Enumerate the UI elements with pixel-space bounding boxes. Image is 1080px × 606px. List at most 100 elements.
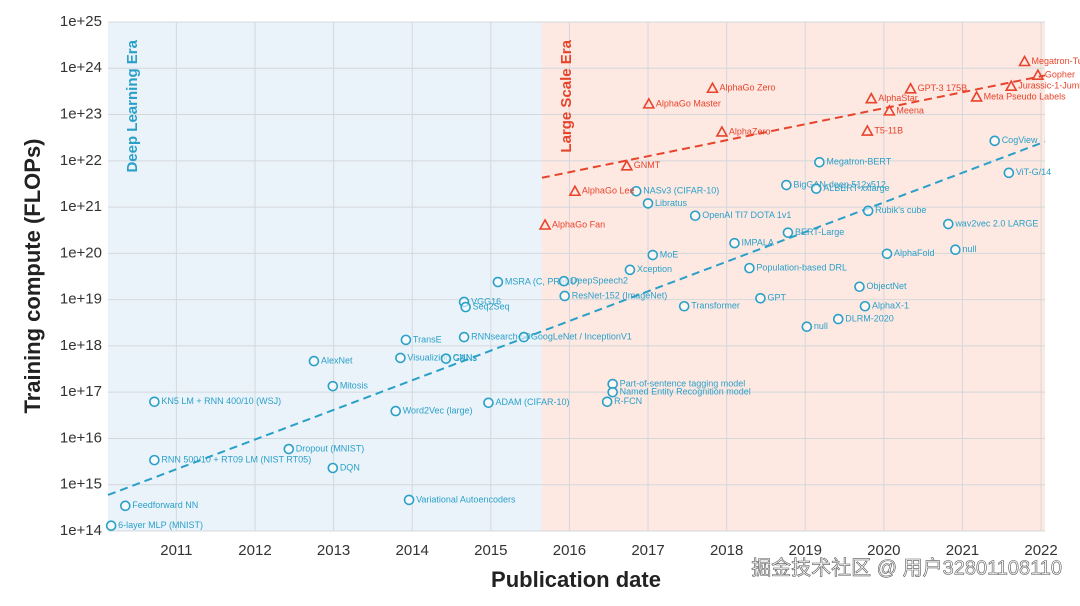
data-point [327, 462, 339, 474]
point-label: T5-11B [874, 125, 903, 135]
era-region [108, 22, 542, 531]
point-label: AlphaStar [878, 93, 918, 103]
data-point [403, 494, 415, 506]
data-point [854, 281, 865, 293]
x-tick-label: 2013 [317, 542, 350, 559]
watermark: 掘金技术社区 @ 用户32801108110 [751, 556, 1062, 579]
point-label: RNNsearch-50* [471, 331, 535, 341]
data-point [729, 237, 740, 249]
data-point [689, 210, 701, 222]
x-tick-label: 2020 [867, 542, 900, 559]
data-point [706, 81, 719, 94]
point-label: Seq2Seq [473, 301, 510, 311]
data-point [744, 262, 755, 274]
y-tick-label: 1e+25 [60, 13, 102, 30]
point-label: ResNet-152 (ImageNet) [572, 290, 668, 300]
data-point [1003, 167, 1015, 179]
point-label: Part-of-sentence tagging model [620, 378, 746, 388]
x-tick-label: 2015 [474, 542, 507, 559]
data-point [558, 275, 570, 287]
era-region [541, 22, 1045, 531]
point-label: Feedforward NN [132, 500, 198, 510]
data-point [810, 183, 822, 194]
point-label: MSRA (C, PReLU) [505, 276, 580, 286]
data-point [1031, 68, 1045, 80]
data-point [568, 184, 582, 197]
point-label: BERT-Large [795, 227, 844, 237]
point-label: Transformer [691, 301, 740, 311]
x-axis-label: Publication date [491, 567, 661, 592]
data-point [327, 380, 339, 392]
data-point [538, 218, 552, 230]
point-label: AlphaGo Lee [582, 186, 635, 196]
x-tick-label: 2017 [631, 542, 664, 559]
data-point [105, 520, 117, 532]
point-label: DeepSpeech2 [571, 276, 628, 286]
point-label: R-FCN [614, 396, 642, 406]
x-tick-label: 2014 [396, 542, 429, 559]
x-tick-label: 2012 [238, 542, 271, 559]
point-label: ALBERT-xxlarge [823, 183, 889, 193]
point-label: DQN [340, 462, 360, 472]
data-point [862, 205, 874, 217]
point-label: Meena [896, 105, 924, 115]
data-point [149, 396, 160, 408]
data-point [904, 82, 917, 94]
data-point [390, 405, 402, 417]
point-label: TransE [413, 334, 442, 344]
x-tick-label: 2022 [1024, 542, 1057, 559]
data-point [601, 396, 613, 408]
data-point [882, 104, 896, 116]
trend-line [541, 74, 1046, 179]
data-point [607, 386, 618, 398]
point-label: AlphaGo Master [656, 98, 721, 108]
x-tick-label: 2011 [160, 542, 192, 559]
point-label: Named Entity Recognition model [620, 387, 751, 397]
y-tick-label: 1e+16 [60, 429, 102, 446]
point-label: AlexNet [321, 355, 353, 365]
data-point [483, 397, 494, 409]
data-point [832, 313, 844, 325]
data-point [859, 300, 871, 312]
point-label: AlphaGo Fan [552, 219, 605, 229]
x-tick-label: 2018 [710, 542, 743, 559]
point-label: Dropout (MNIST) [296, 443, 365, 453]
point-label: Variational Autoencoders [416, 494, 516, 504]
data-point [881, 248, 893, 260]
y-tick-label: 1e+17 [60, 383, 102, 400]
data-point [1018, 54, 1031, 67]
y-tick-label: 1e+15 [60, 476, 102, 493]
era-label: Deep Learning Era [124, 39, 141, 172]
point-label: RNN 500/10 + RT09 LM (NIST RT05) [161, 455, 311, 465]
point-label: BigGAN-deep 512x512 [793, 179, 886, 189]
point-label: Gopher [1045, 70, 1075, 80]
x-tick-label: 2016 [553, 542, 586, 559]
data-point [440, 353, 452, 364]
data-point [283, 443, 295, 455]
point-label: wav2vec 2.0 LARGE [954, 218, 1038, 228]
point-label: GNMT [634, 160, 661, 170]
x-tick-label: 2019 [789, 542, 822, 559]
y-tick-label: 1e+24 [60, 59, 102, 76]
data-point [624, 264, 636, 276]
point-label: Jurassic-1-Jumbo [1018, 81, 1080, 91]
data-point [395, 352, 406, 364]
point-label: GoogLeNet / InceptionV1 [531, 331, 632, 341]
data-point [400, 334, 412, 346]
point-label: Megatron-BERT [826, 157, 891, 167]
point-label: GPT [767, 293, 786, 303]
y-tick-label: 1e+14 [60, 522, 102, 539]
data-point [781, 179, 792, 191]
y-tick-label: 1e+18 [60, 337, 102, 354]
point-label: GPT-3 175B [918, 83, 968, 93]
data-point [492, 276, 504, 288]
trend-line [107, 140, 1046, 496]
y-tick-label: 1e+21 [60, 198, 102, 215]
point-label: IMPALA [742, 238, 774, 248]
data-point [678, 300, 690, 312]
point-label: OpenAI TI7 DOTA 1v1 [702, 210, 791, 220]
point-label: ADAM (CIFAR-10) [495, 397, 569, 407]
y-tick-label: 1e+20 [60, 244, 102, 261]
point-label: MoE [660, 249, 679, 259]
data-point [950, 244, 961, 255]
